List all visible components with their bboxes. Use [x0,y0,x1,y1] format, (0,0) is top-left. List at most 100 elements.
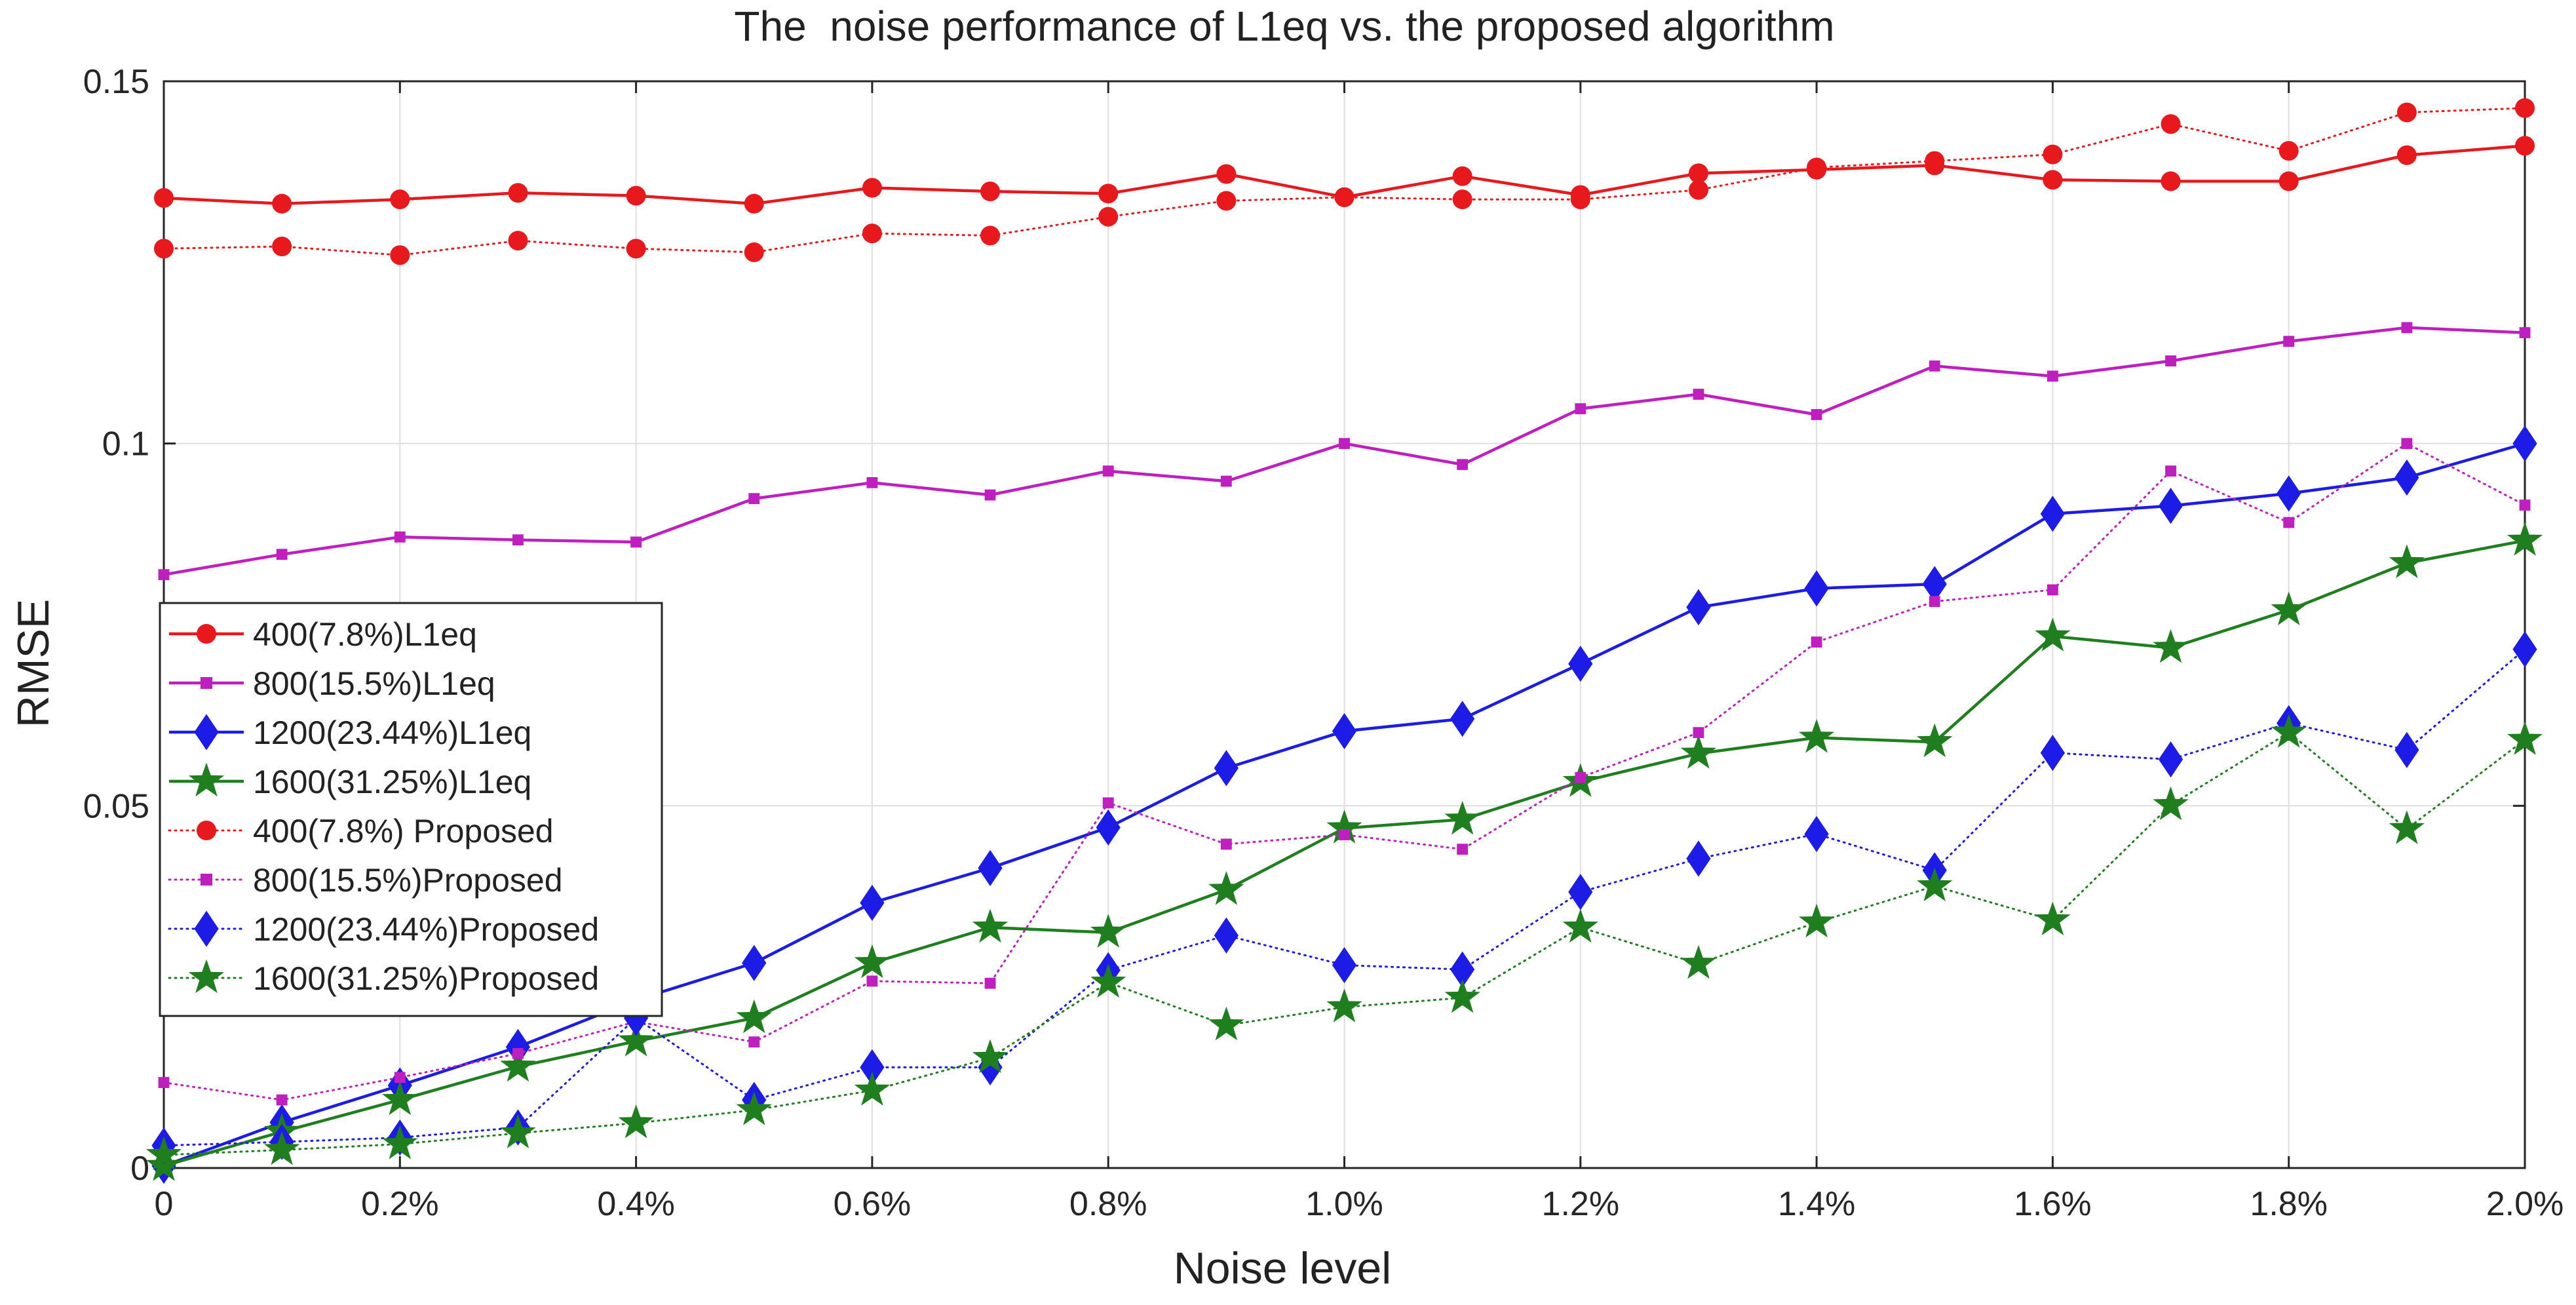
data-point [1208,1006,1244,1041]
data-point [1680,735,1717,769]
series-6 [158,438,2531,1106]
data-point [2153,629,2189,663]
data-point [1339,438,1350,450]
data-point [1693,389,1704,400]
data-point [2394,731,2419,768]
data-point [505,1028,531,1066]
data-point [1457,844,1469,855]
legend-marker [194,910,219,947]
legend-entry: 1600(31.25%)L1eq [169,762,531,800]
data-point [1214,750,1239,787]
data-point [1208,871,1244,905]
x-tick-label: 0 [155,1185,174,1223]
data-point [2389,544,2425,579]
data-point [2401,438,2413,450]
legend-entry: 1600(31.25%)Proposed [168,959,599,997]
data-point [1450,701,1475,737]
data-point [1444,800,1480,835]
data-point [1929,360,1940,372]
data-point [2401,322,2413,334]
data-point [744,242,764,262]
data-point [158,569,170,581]
data-point [500,1114,536,1148]
x-tick-label: 0.2% [361,1185,439,1223]
data-point [145,1147,182,1181]
data-point [1332,712,1357,750]
data-point [394,1072,406,1083]
data-point [1444,979,1480,1013]
data-point [1568,646,1593,682]
data-point [1693,727,1704,739]
data-point [2278,141,2299,161]
data-point [626,239,646,259]
data-point [1925,151,1945,171]
data-point [1799,718,1835,753]
x-tick-label: 1.4% [1778,1185,1856,1223]
legend-box [159,602,663,1017]
y-tick-label: 0 [130,1150,149,1188]
data-point [860,1049,885,1085]
data-point [1575,403,1586,415]
x-tick-label: 0.4% [597,1185,675,1223]
data-point [2158,488,2183,524]
data-point [154,239,174,259]
legend-label: 1600(31.25%)Proposed [253,960,599,997]
y-axis-label: RMSE [9,599,58,728]
data-point [1799,903,1835,938]
x-tick-label: 2.0% [2486,1185,2564,1223]
x-tick-label: 1.2% [1542,1185,1620,1223]
data-point [618,1104,654,1139]
legend-marker [201,874,212,886]
data-point [630,536,642,548]
data-point [1688,180,1708,200]
x-tick-label: 1.8% [2250,1185,2328,1223]
data-point [2153,786,2189,821]
data-point [390,245,410,265]
data-point [1688,163,1708,184]
data-point [394,531,406,543]
x-tick-label: 0.6% [834,1185,912,1223]
data-point [2047,370,2058,382]
data-point [744,193,764,214]
y-tick-label: 0.1 [102,425,149,463]
data-point [276,1094,288,1106]
data-point [154,187,174,208]
data-point [2283,336,2295,347]
data-point [1568,874,1593,910]
data-point [2277,475,2301,512]
data-point [2278,171,2299,191]
data-point [512,534,524,546]
legend-entry: 800(15.5%)Proposed [168,862,563,899]
legend-label: 800(15.5%)L1eq [253,665,495,702]
data-point [1102,797,1114,809]
data-point [2396,145,2417,165]
legend-label: 800(15.5%)Proposed [253,862,563,899]
data-point [382,1081,418,1116]
data-point [508,183,528,203]
data-point [1090,914,1126,948]
series-5 [154,98,2535,265]
data-point [1562,908,1598,943]
data-point [508,231,528,251]
data-point [2394,459,2419,496]
data-point [1220,475,1232,487]
data-point [1220,838,1232,850]
data-point [272,193,292,214]
y-tick-label: 0.15 [83,63,149,101]
data-point [862,224,882,244]
legend-marker [194,714,219,750]
legend-entry: 400(7.8%) Proposed [168,813,554,849]
series-7 [151,631,2537,1164]
legend-entry: 400(7.8%)L1eq [169,616,477,653]
data-point [2507,721,2543,755]
data-point [2043,170,2063,190]
data-point [1804,815,1829,853]
data-point [264,1131,300,1165]
data-point [1811,636,1822,648]
data-point [2047,584,2058,596]
data-point [618,1023,654,1057]
legend-label: 400(7.8%)L1eq [253,616,477,653]
data-point [980,225,1001,246]
